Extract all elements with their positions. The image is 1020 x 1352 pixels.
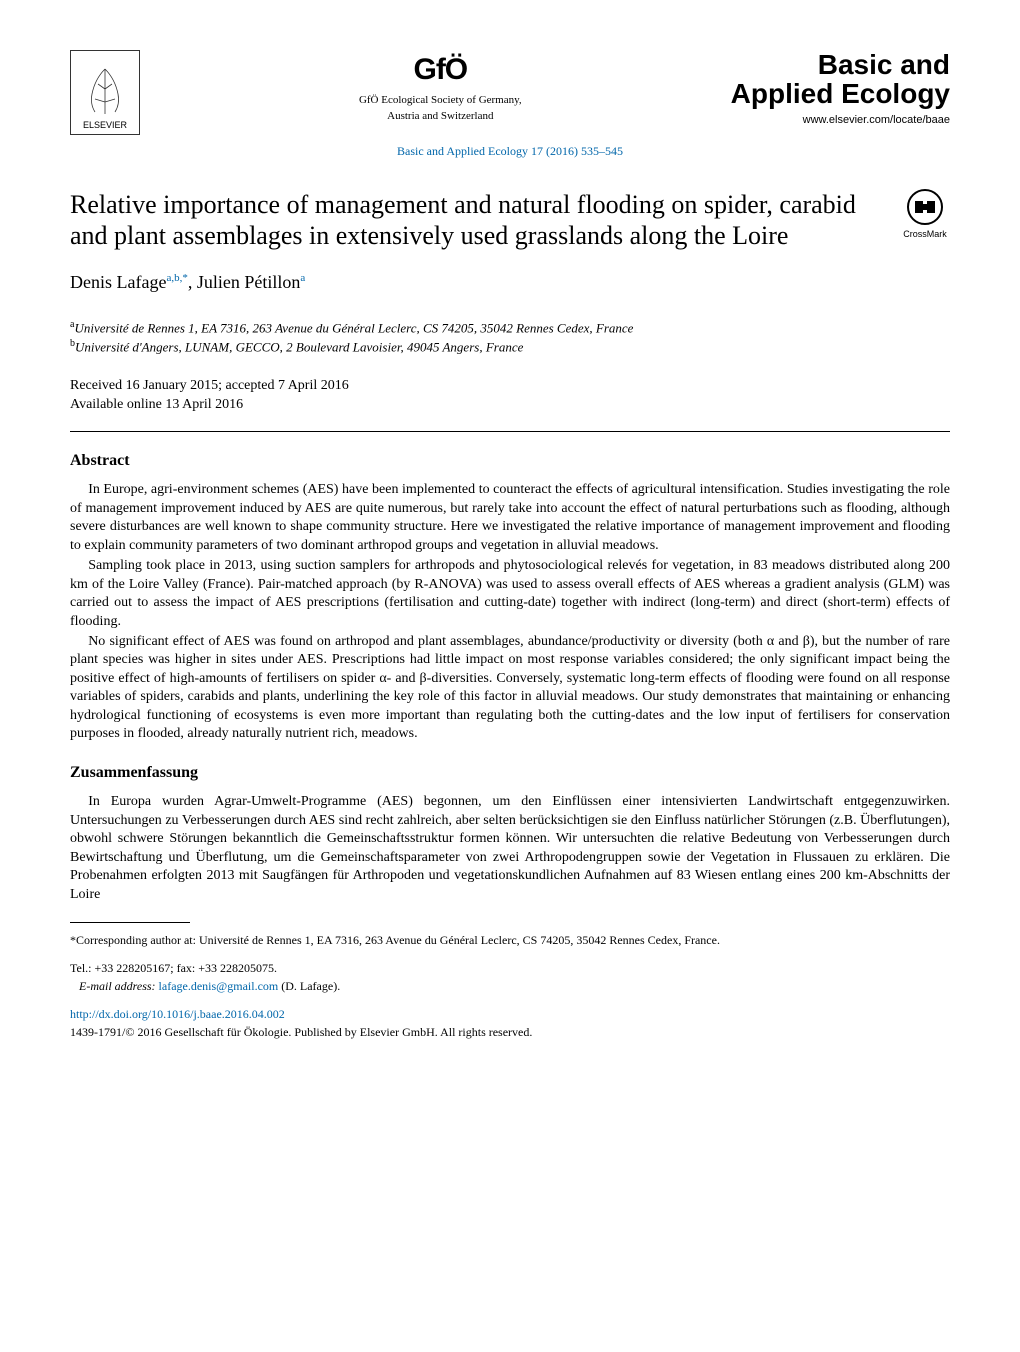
crossmark-label: CrossMark (903, 229, 947, 239)
received-accepted: Received 16 January 2015; accepted 7 Apr… (70, 377, 950, 396)
author-sep: , (188, 272, 197, 292)
zusammenfassung-section: Zusammenfassung In Europa wurden Agrar-U… (70, 762, 950, 904)
email-line: E-mail address: lafage.denis@gmail.com (… (70, 977, 950, 995)
available-online: Available online 13 April 2016 (70, 396, 950, 415)
aff-b-text: Université d'Angers, LUNAM, GECCO, 2 Bou… (75, 340, 523, 355)
abstract-p1: In Europe, agri-environment schemes (AES… (70, 481, 950, 555)
affiliation-a: aUniversité de Rennes 1, EA 7316, 263 Av… (70, 318, 950, 338)
abstract-section: Abstract In Europe, agri-environment sch… (70, 450, 950, 744)
author-2-name: Julien Pétillon (197, 272, 301, 292)
divider-top (70, 431, 950, 432)
abstract-p2: Sampling took place in 2013, using sucti… (70, 557, 950, 631)
crossmark-icon (907, 189, 943, 225)
article-title: Relative importance of management and na… (70, 189, 900, 251)
copyright-line: 1439-1791/© 2016 Gesellschaft für Ökolog… (70, 1023, 950, 1041)
dates-block: Received 16 January 2015; accepted 7 Apr… (70, 377, 950, 415)
footnote-divider (70, 922, 190, 923)
author-1-name: Denis Lafage (70, 272, 166, 292)
journal-title-line1: Basic and (731, 50, 950, 79)
crossmark-badge[interactable]: CrossMark (900, 189, 950, 240)
journal-title-line2: Applied Ecology (731, 79, 950, 108)
society-line2: Austria and Switzerland (150, 109, 731, 124)
elsevier-label: ELSEVIER (83, 119, 127, 131)
zusammenfassung-heading: Zusammenfassung (70, 762, 950, 784)
tel-fax: Tel.: +33 228205167; fax: +33 228205075. (70, 959, 950, 977)
footnotes-block: *Corresponding author at: Université de … (70, 931, 950, 1041)
page-header: ELSEVIER GfÖ GfÖ Ecological Society of G… (70, 50, 950, 135)
corresponding-author: *Corresponding author at: Université de … (70, 931, 950, 949)
affiliations-block: aUniversité de Rennes 1, EA 7316, 263 Av… (70, 318, 950, 357)
zusammenfassung-p1: In Europa wurden Agrar-Umwelt-Programme … (70, 793, 950, 904)
abstract-p3: No significant effect of AES was found o… (70, 633, 950, 744)
journal-url[interactable]: www.elsevier.com/locate/baae (731, 113, 950, 128)
elsevier-tree-icon: ELSEVIER (70, 50, 140, 135)
email-link[interactable]: lafage.denis@gmail.com (159, 979, 279, 993)
elsevier-logo: ELSEVIER (70, 50, 150, 135)
journal-title-block: Basic and Applied Ecology www.elsevier.c… (731, 50, 950, 128)
aff-a-text: Université de Rennes 1, EA 7316, 263 Ave… (74, 320, 633, 335)
society-block: GfÖ GfÖ Ecological Society of Germany, A… (150, 50, 731, 124)
email-label: E-mail address: (79, 979, 159, 993)
title-block: Relative importance of management and na… (70, 189, 950, 251)
authors-line: Denis Lafagea,b,*, Julien Pétillona (70, 270, 950, 294)
doi-link[interactable]: http://dx.doi.org/10.1016/j.baae.2016.04… (70, 1005, 950, 1023)
email-suffix: (D. Lafage). (278, 979, 340, 993)
author-1-affil-sup[interactable]: a,b,* (166, 272, 187, 284)
gfo-logo-text: GfÖ (150, 50, 731, 91)
citation-link[interactable]: Basic and Applied Ecology 17 (2016) 535–… (70, 143, 950, 159)
society-line1: GfÖ Ecological Society of Germany, (150, 93, 731, 108)
abstract-heading: Abstract (70, 450, 950, 472)
tree-icon (80, 64, 130, 119)
affiliation-b: bUniversité d'Angers, LUNAM, GECCO, 2 Bo… (70, 337, 950, 357)
author-2-affil-sup[interactable]: a (300, 272, 305, 284)
